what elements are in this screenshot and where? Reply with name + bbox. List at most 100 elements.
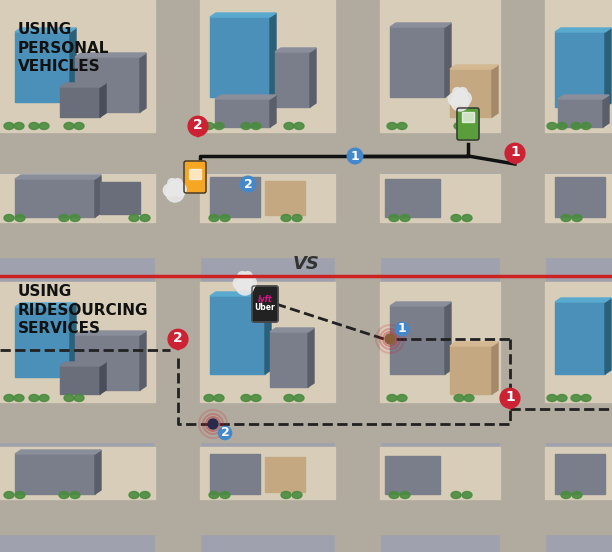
- Bar: [0, 447, 155, 499]
- Bar: [390, 27, 445, 97]
- Circle shape: [168, 330, 188, 349]
- Ellipse shape: [561, 215, 571, 221]
- Ellipse shape: [59, 215, 69, 221]
- Ellipse shape: [284, 123, 294, 130]
- Ellipse shape: [74, 123, 84, 130]
- Ellipse shape: [547, 395, 557, 401]
- Text: 1: 1: [351, 150, 359, 162]
- Ellipse shape: [4, 395, 14, 401]
- Ellipse shape: [557, 395, 567, 401]
- Bar: [555, 454, 605, 494]
- Circle shape: [243, 272, 252, 280]
- Bar: [270, 332, 308, 387]
- Bar: [500, 276, 545, 552]
- Bar: [0, 276, 612, 552]
- Circle shape: [347, 148, 363, 164]
- Ellipse shape: [39, 395, 49, 401]
- Ellipse shape: [4, 123, 14, 130]
- Circle shape: [458, 88, 467, 97]
- Text: 1: 1: [398, 322, 406, 336]
- Ellipse shape: [561, 491, 571, 498]
- Ellipse shape: [400, 215, 410, 221]
- Polygon shape: [390, 302, 451, 306]
- Ellipse shape: [64, 123, 74, 130]
- Ellipse shape: [397, 395, 407, 401]
- Circle shape: [238, 272, 247, 280]
- Bar: [75, 335, 140, 390]
- Text: 2: 2: [193, 118, 203, 132]
- Bar: [0, 0, 155, 132]
- Ellipse shape: [204, 123, 214, 130]
- FancyBboxPatch shape: [252, 286, 278, 322]
- Circle shape: [233, 277, 246, 290]
- Bar: [265, 457, 305, 492]
- Polygon shape: [605, 28, 611, 107]
- Bar: [555, 32, 605, 107]
- Bar: [210, 296, 265, 374]
- Ellipse shape: [454, 123, 464, 130]
- Circle shape: [173, 179, 182, 188]
- Polygon shape: [140, 53, 146, 112]
- Ellipse shape: [209, 491, 219, 498]
- Ellipse shape: [15, 215, 25, 221]
- Bar: [200, 447, 335, 499]
- Circle shape: [455, 89, 465, 100]
- Ellipse shape: [547, 123, 557, 130]
- Ellipse shape: [572, 491, 582, 498]
- Bar: [385, 456, 440, 494]
- Circle shape: [395, 322, 409, 336]
- Bar: [380, 447, 500, 499]
- Polygon shape: [95, 175, 101, 217]
- Ellipse shape: [39, 123, 49, 130]
- Polygon shape: [510, 158, 520, 164]
- Ellipse shape: [140, 215, 150, 221]
- Bar: [0, 174, 155, 222]
- Bar: [210, 454, 260, 494]
- Ellipse shape: [74, 395, 84, 401]
- Bar: [215, 99, 270, 127]
- Polygon shape: [75, 331, 146, 335]
- Bar: [500, 0, 545, 276]
- Ellipse shape: [220, 215, 230, 221]
- Circle shape: [170, 181, 181, 191]
- Bar: [545, 447, 612, 499]
- Bar: [189, 169, 201, 179]
- Ellipse shape: [284, 395, 294, 401]
- Bar: [0, 132, 612, 172]
- Circle shape: [218, 426, 231, 439]
- FancyBboxPatch shape: [457, 108, 479, 140]
- Bar: [200, 174, 335, 222]
- Ellipse shape: [581, 395, 591, 401]
- Bar: [75, 57, 140, 112]
- Ellipse shape: [29, 123, 39, 130]
- Ellipse shape: [14, 123, 24, 130]
- Ellipse shape: [15, 491, 25, 498]
- Polygon shape: [555, 28, 611, 32]
- Polygon shape: [445, 302, 451, 374]
- Ellipse shape: [70, 491, 80, 498]
- Polygon shape: [450, 342, 498, 346]
- Ellipse shape: [397, 123, 407, 130]
- Circle shape: [166, 184, 184, 202]
- Polygon shape: [100, 83, 106, 117]
- Ellipse shape: [572, 215, 582, 221]
- Ellipse shape: [4, 491, 14, 498]
- Ellipse shape: [389, 491, 399, 498]
- Ellipse shape: [4, 215, 14, 221]
- Ellipse shape: [292, 215, 302, 221]
- Ellipse shape: [292, 491, 302, 498]
- Ellipse shape: [294, 395, 304, 401]
- Ellipse shape: [571, 123, 581, 130]
- Bar: [450, 69, 492, 117]
- Ellipse shape: [557, 123, 567, 130]
- Circle shape: [173, 183, 186, 196]
- Polygon shape: [558, 95, 609, 99]
- Text: VS: VS: [293, 255, 319, 273]
- Polygon shape: [140, 331, 146, 390]
- Text: 1: 1: [505, 390, 515, 404]
- Circle shape: [458, 92, 471, 105]
- Bar: [15, 454, 95, 494]
- Bar: [385, 179, 440, 217]
- Ellipse shape: [214, 123, 224, 130]
- Bar: [200, 282, 335, 402]
